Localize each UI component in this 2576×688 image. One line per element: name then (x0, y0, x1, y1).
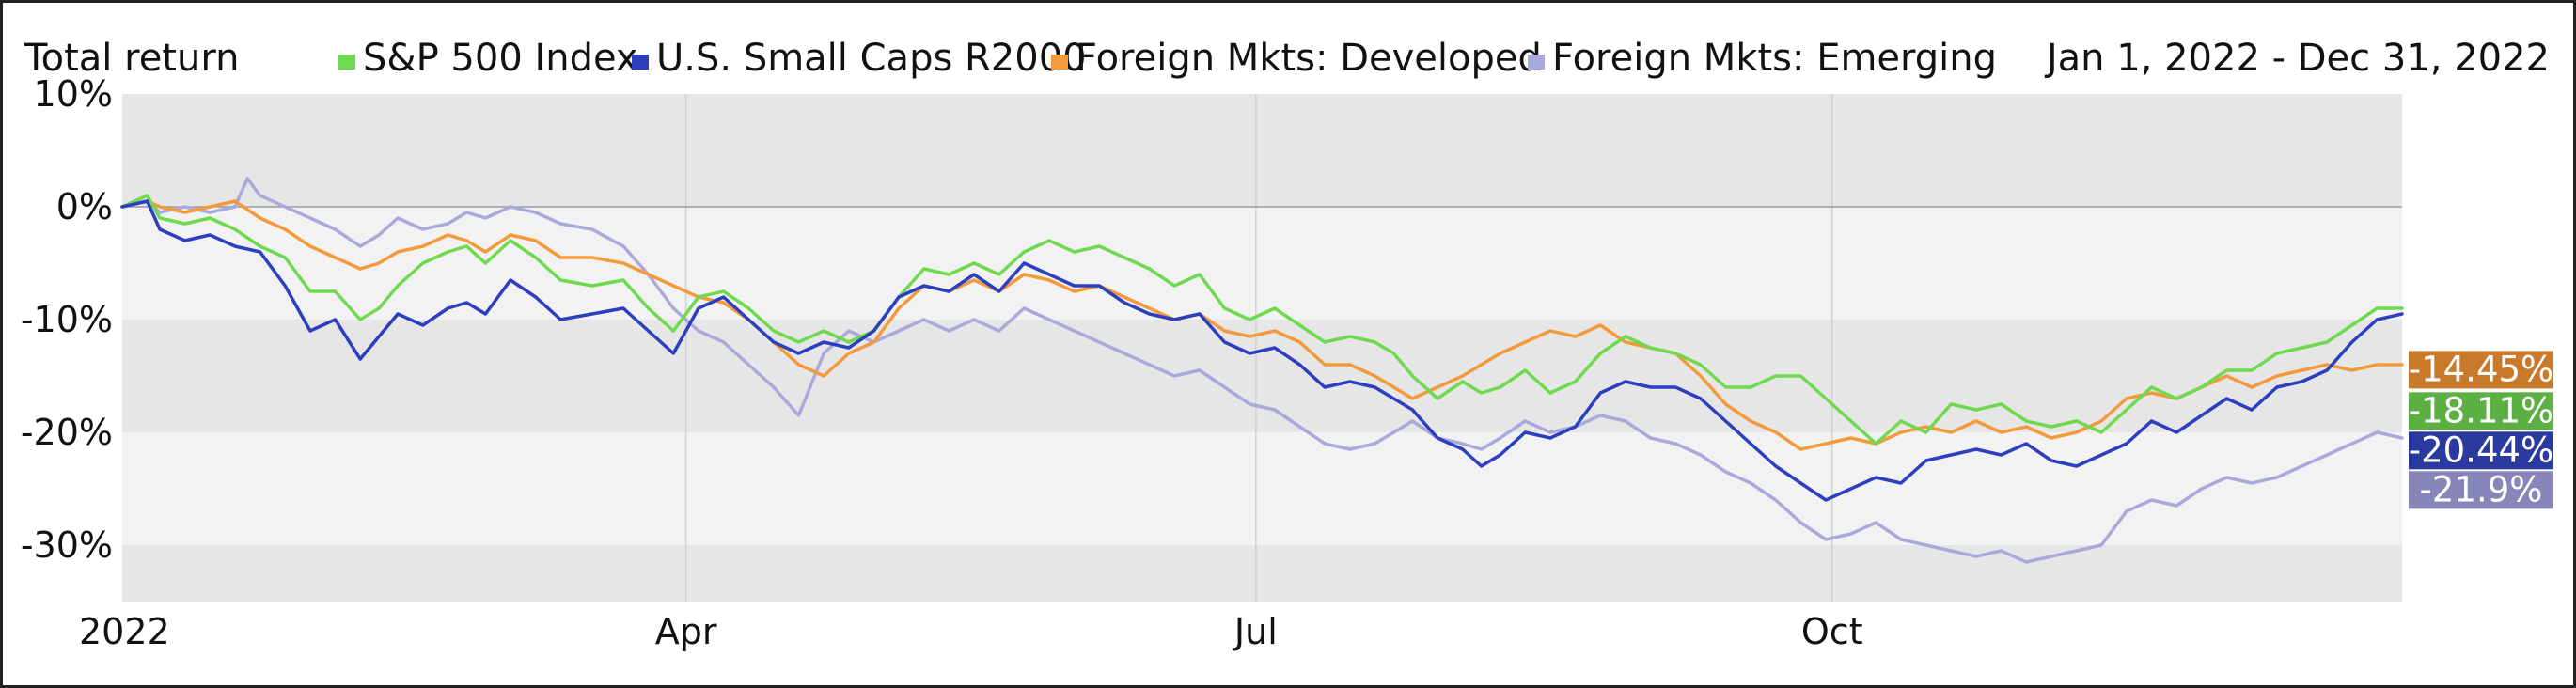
end-value-labels: -14.45%-18.11%-20.44%-21.9% (2409, 349, 2553, 509)
y-tick-label: 10% (34, 73, 113, 115)
grid-band (122, 545, 2402, 602)
legend-label: Foreign Mkts: Emerging (1552, 37, 1997, 80)
y-tick-label: -30% (21, 524, 113, 566)
end-value-label: -21.9% (2420, 469, 2543, 509)
series-line (120, 177, 2404, 564)
y-tick-label: -20% (21, 412, 113, 453)
chart-title: Total return (24, 37, 239, 80)
x-tick-label: Oct (1801, 611, 1863, 652)
end-label-box (2409, 431, 2553, 470)
series-line (120, 199, 2404, 451)
legend: S&P 500 Index U.S. Small Caps R2000Foreig… (338, 37, 1997, 80)
grid-band (122, 320, 2402, 432)
legend-label: U.S. Small Caps R2000 (656, 37, 1087, 80)
grid-band (122, 94, 2402, 207)
end-value-label: -14.45% (2409, 349, 2553, 389)
plot-background (122, 94, 2402, 602)
grid-band (122, 207, 2402, 320)
end-label-box (2409, 471, 2553, 509)
x-tick-label: Apr (655, 611, 717, 652)
legend-label: S&P 500 Index (363, 37, 638, 80)
end-value-label: -18.11% (2409, 390, 2553, 430)
series-line (120, 194, 2404, 446)
series-line (120, 199, 2404, 502)
y-tick-label: -10% (21, 299, 113, 340)
vertical-gridlines (684, 94, 1833, 602)
x-tick-label: Jul (1233, 611, 1278, 652)
grid-band (122, 432, 2402, 545)
end-value-label: -20.44% (2409, 430, 2553, 470)
legend-swatch (1528, 55, 1545, 70)
legend-swatch (632, 55, 649, 70)
end-label-box (2409, 392, 2553, 430)
x-tick-label: 2022 (79, 611, 170, 652)
legend-label: Foreign Mkts: Developed (1076, 37, 1542, 80)
end-label-box (2409, 351, 2553, 389)
legend-swatch (338, 55, 355, 70)
series-lines (120, 177, 2404, 564)
legend-swatch (1051, 55, 1068, 70)
y-axis-ticks: 10% 0% -10% -20% -30% (21, 73, 113, 566)
y-tick-label: 0% (56, 186, 113, 227)
x-axis-ticks: 2022 Apr Jul Oct (79, 611, 1863, 652)
date-range-label: Jan 1, 2022 - Dec 31, 2022 (2044, 37, 2550, 80)
